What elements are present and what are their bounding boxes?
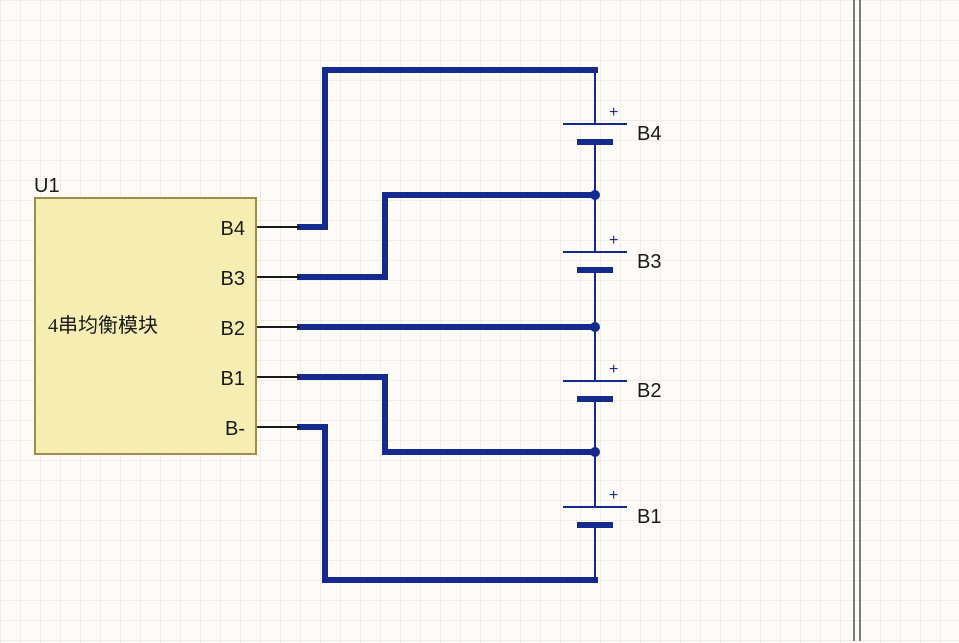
pin-label-b2: B2 (221, 319, 245, 339)
pin-label-b3: B3 (221, 269, 245, 289)
battery-plate-neg (577, 139, 613, 145)
pin-lead-b1 (257, 376, 300, 378)
battery-plate-pos (563, 123, 627, 125)
pin-lead-b4 (257, 226, 300, 228)
battery-label-b2: B2 (637, 380, 661, 403)
junction-node (590, 190, 600, 200)
pin-lead-b2 (257, 326, 300, 328)
battery-plate-neg (577, 522, 613, 528)
battery-label-b4: B4 (637, 123, 661, 146)
pin-lead-b- (257, 426, 300, 428)
battery-plate-pos (563, 251, 627, 253)
polarity-plus-icon: + (609, 104, 618, 122)
component-ref: U1 (34, 176, 60, 196)
component-title: 4串均衡模块 (48, 314, 158, 338)
junction-node (590, 447, 600, 457)
junction-node (590, 322, 600, 332)
pin-label-b-: B- (225, 419, 245, 439)
schematic-canvas: U1 4串均衡模块 B4 B3 B2 B1 B- + B4 + B3 + B2 + B1 (0, 0, 959, 643)
polarity-plus-icon: + (609, 487, 618, 505)
battery-plate-pos (563, 380, 627, 382)
battery-label-b3: B3 (637, 251, 661, 274)
polarity-plus-icon: + (609, 232, 618, 250)
balance-module: 4串均衡模块 B4 B3 B2 B1 B- (34, 197, 257, 455)
pin-label-b4: B4 (221, 219, 245, 239)
battery-plate-pos (563, 506, 627, 508)
battery-plate-neg (577, 396, 613, 402)
battery-label-b1: B1 (637, 506, 661, 529)
pin-label-b1: B1 (221, 369, 245, 389)
polarity-plus-icon: + (609, 361, 618, 379)
battery-plate-neg (577, 267, 613, 273)
pin-lead-b3 (257, 276, 300, 278)
